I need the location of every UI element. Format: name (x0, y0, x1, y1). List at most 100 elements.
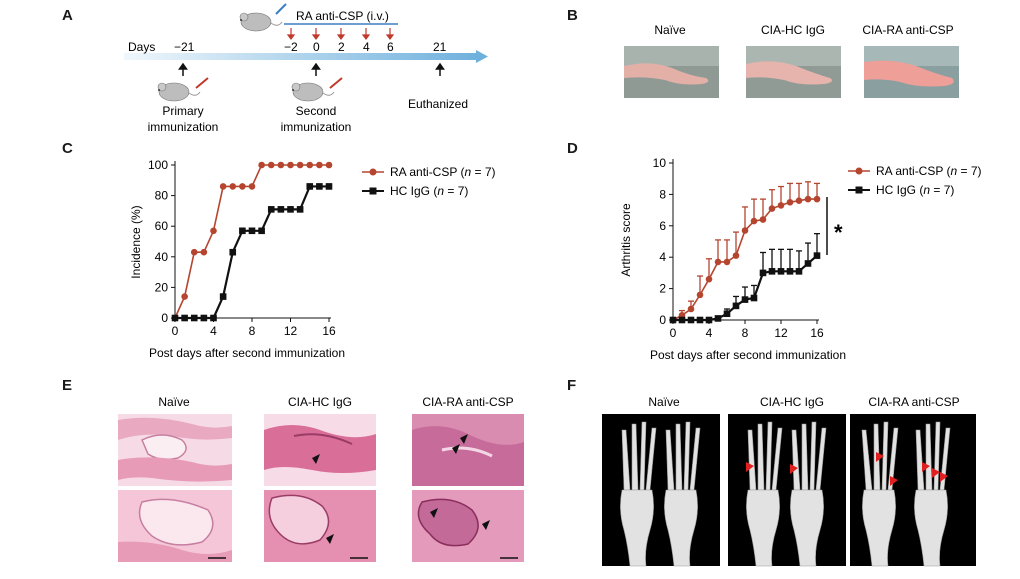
histo-ra-arrowhead-3 (430, 508, 438, 518)
histo-naive-top (118, 414, 232, 486)
c-series-hc-point (325, 183, 333, 190)
c-series-ra-point (229, 183, 237, 190)
histo-naive-bottom (118, 490, 232, 562)
c-series-hc-point (200, 314, 208, 322)
histo-hc-arrowhead-2 (326, 534, 334, 544)
d-series-hc-point (786, 268, 794, 275)
ct-hc-red-arrow-2 (790, 464, 798, 474)
d-ylabel: Arthritis score (619, 203, 633, 277)
c-ylabel: Incidence (%) (129, 205, 143, 278)
d-series-ra-point (777, 202, 785, 209)
tick-21: 21 (433, 40, 447, 54)
histo-hc-bottom (264, 490, 376, 562)
c-xtick-label: 16 (322, 324, 336, 338)
panel-letter-d: D (567, 140, 578, 157)
c-series-ra-point (296, 161, 304, 169)
d-xtick-label: 8 (742, 326, 749, 340)
c-ytick-label: 20 (155, 280, 169, 294)
primary-label: Primary (162, 104, 203, 118)
c-series-hc-point (267, 206, 275, 213)
c-series-ra-point (267, 161, 275, 169)
histo-label-ra: CIA-RA anti-CSP (422, 395, 513, 409)
microct-panel: Naïve CIA-HC IgG CIA-RA anti-CSP (602, 395, 976, 567)
d-series-hc-point (768, 268, 776, 275)
ct-ra-red-arrow-1 (876, 452, 884, 462)
c-ytick-label: 60 (155, 219, 169, 233)
ct-ra (850, 414, 976, 567)
second-label: Second (296, 104, 337, 118)
treatment-label: RA anti-CSP (i.v.) (296, 9, 389, 23)
panel-letter-e: E (62, 377, 73, 394)
histo-hc-top (264, 414, 376, 486)
d-legend-hc: HC IgG (n = 7) (876, 183, 954, 197)
timeline-arrowhead (476, 50, 488, 63)
d-series-hc-point (741, 296, 749, 303)
arthritis-score-chart: Arthritis score Post days after second i… (619, 156, 982, 362)
d-series-ra-point (750, 217, 758, 225)
d-series-hc-point (678, 316, 686, 324)
c-series-hc-point (248, 227, 256, 235)
d-series-hc-point (669, 316, 677, 324)
paw-photos: Naïve CIA-HC IgG CIA-RA anti-CSP (624, 23, 959, 98)
d-series-hc-point (795, 268, 803, 275)
c-series-ra-point (316, 161, 323, 169)
ct-label-hc: CIA-HC IgG (760, 395, 824, 409)
d-series-ra-point (696, 291, 704, 299)
d-xtick-label: 16 (810, 326, 824, 340)
c-series-hc-point (287, 206, 294, 213)
d-xtick-label: 0 (670, 326, 677, 340)
histo-ra-top (412, 414, 524, 486)
c-series-ra-point (181, 293, 188, 300)
c-series-ra-point (325, 161, 333, 169)
incidence-chart: Incidence (%) Post days after second imm… (129, 158, 496, 360)
c-ytick-label: 40 (155, 250, 169, 264)
tick-minus2: −2 (284, 40, 298, 54)
c-series-hc-point (258, 227, 265, 235)
ct-hc-red-arrow-1 (746, 462, 754, 472)
histology-panel: Naïve CIA-HC IgG CIA-RA anti-CSP (118, 395, 524, 562)
c-xlabel: Post days after second immunization (149, 346, 345, 360)
ct-naive (602, 414, 720, 567)
d-ytick-label: 2 (659, 282, 666, 296)
c-series-hc-point (316, 183, 323, 190)
paw-photo-hc (746, 46, 841, 98)
d-ytick-label: 0 (659, 313, 666, 327)
c-series-hc-point (296, 206, 304, 213)
d-xtick-label: 12 (774, 326, 788, 340)
d-series-hc-point (732, 302, 740, 310)
c-series-hc-point (171, 314, 179, 322)
d-series-hc-point (777, 268, 785, 275)
d-series-ra-point (759, 216, 767, 223)
c-ytick-label: 80 (155, 189, 169, 203)
d-xtick-label: 4 (706, 326, 713, 340)
tick-minus21: −21 (174, 40, 195, 54)
mouse-icon-primary (157, 77, 209, 102)
ct-ra-red-arrow-3 (922, 462, 930, 472)
tick-2: 2 (338, 40, 345, 54)
c-xtick-label: 0 (172, 324, 179, 338)
c-ytick-label: 100 (148, 158, 168, 172)
second-label-2: immunization (281, 120, 352, 134)
timeline-diagram: Days −21 −2 0 2 4 6 21 RA anti-CSP (i.v.… (124, 3, 488, 134)
d-series-hc-point (804, 260, 812, 267)
euthanized-label: Euthanized (408, 97, 468, 111)
d-series-hc-point (759, 269, 767, 277)
c-series-ra-point (239, 183, 246, 190)
tick-4: 4 (363, 40, 370, 54)
tick-0: 0 (313, 40, 320, 54)
c-xtick-label: 12 (284, 324, 298, 338)
d-series-hc-point (687, 316, 695, 324)
primary-label-2: immunization (148, 120, 219, 134)
d-ytick-label: 6 (659, 219, 666, 233)
histo-ra-bottom (412, 490, 524, 562)
d-series-hc-point (696, 316, 704, 324)
histo-ra-arrowhead-2 (460, 434, 468, 444)
paw-photo-ra (864, 46, 959, 98)
c-series-hc-point (239, 227, 246, 235)
c-xtick-label: 8 (249, 324, 256, 338)
mouse-icon-top (239, 3, 287, 32)
histo-label-hc: CIA-HC IgG (288, 395, 352, 409)
d-series-ra-point (714, 258, 722, 266)
c-series-ra-point (258, 161, 265, 169)
c-series-ra-point (277, 161, 285, 169)
